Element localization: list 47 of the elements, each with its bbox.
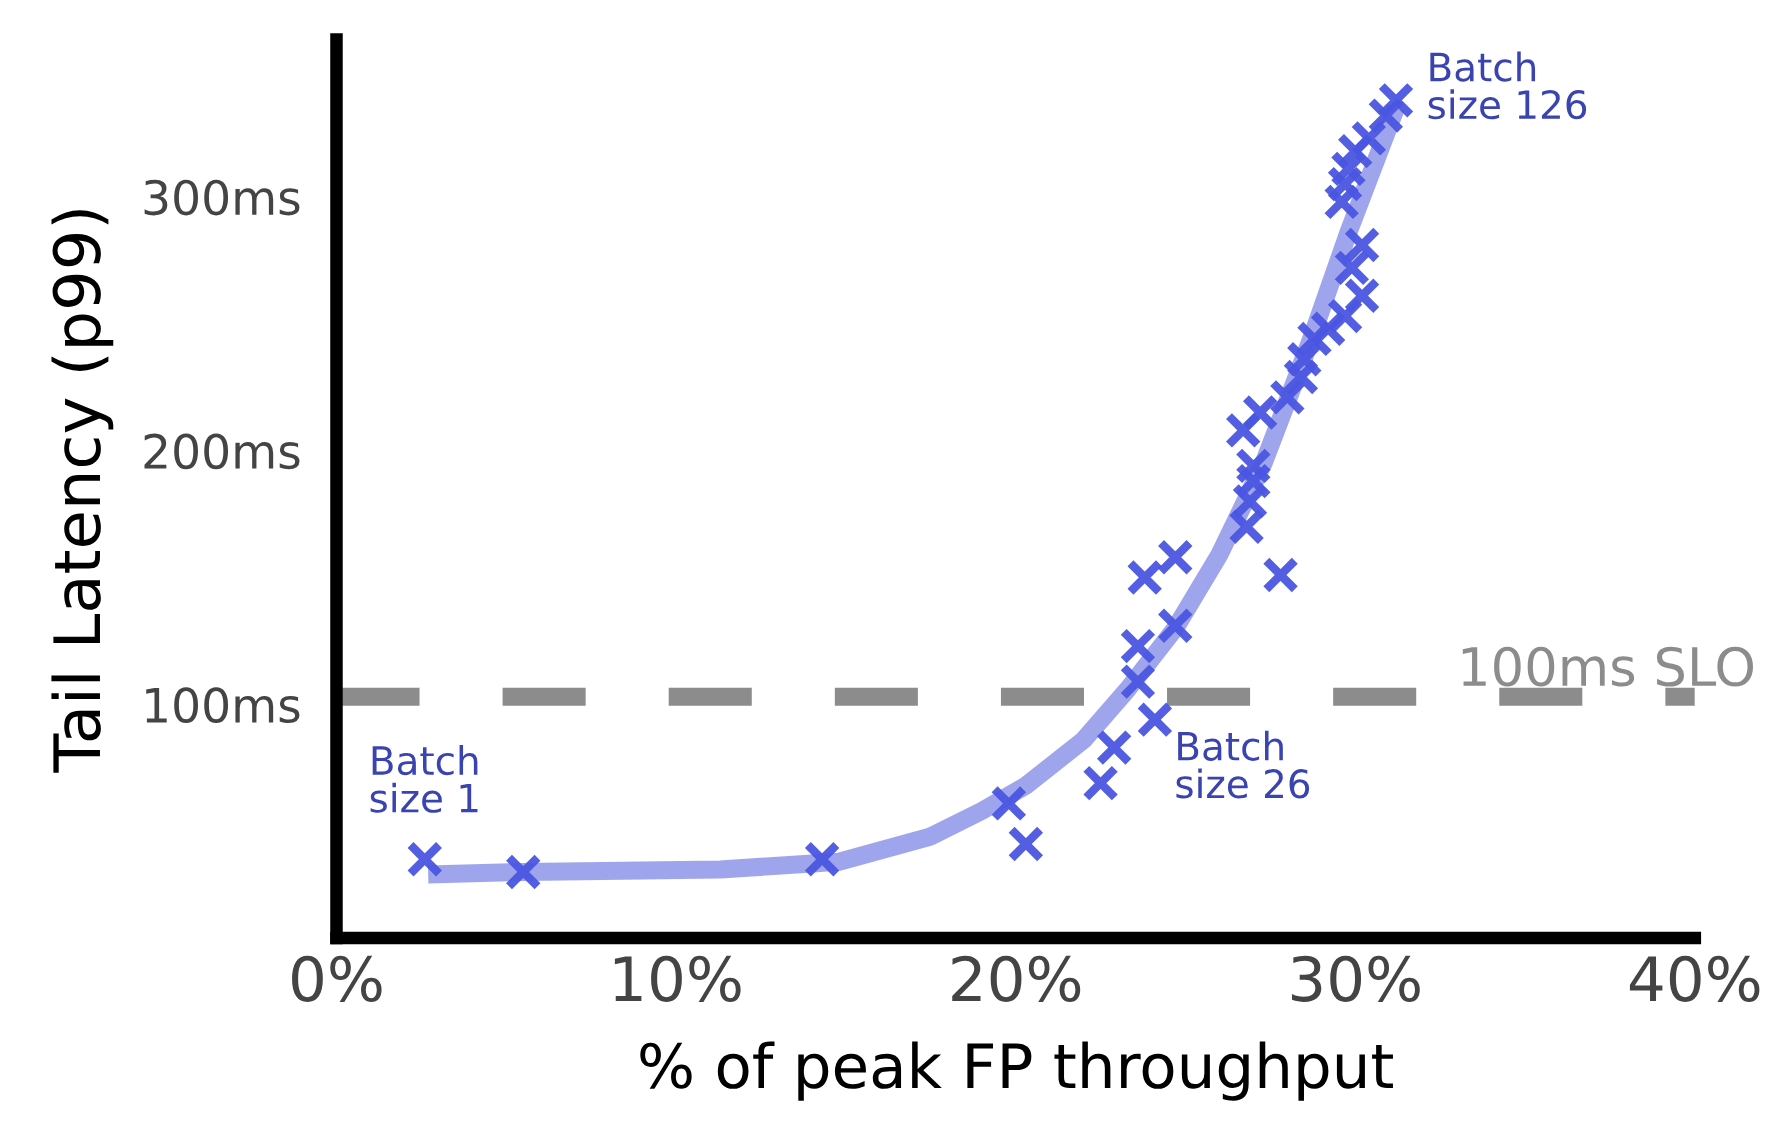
annotation: Batch size 26 [1176, 730, 1310, 799]
x-tick-label: 30% [1292, 955, 1420, 1002]
point [1333, 249, 1371, 287]
point [1234, 447, 1272, 485]
point [406, 840, 444, 878]
point [1367, 97, 1405, 134]
y-axis-title: Tail Latency (p99) [51, 210, 114, 773]
ref-line-label: 100ms SLO [1462, 646, 1753, 687]
point [1326, 297, 1364, 335]
point [1350, 120, 1388, 157]
point [1343, 226, 1381, 264]
point [1007, 825, 1045, 863]
point [1241, 394, 1279, 431]
point [1095, 729, 1133, 766]
point [1309, 310, 1347, 348]
point [1268, 378, 1306, 416]
point [1343, 277, 1381, 315]
point [990, 785, 1028, 822]
y-tick-label: 100ms [146, 687, 300, 724]
point [803, 840, 841, 878]
point [1330, 150, 1367, 188]
x-tick-label: 40% [1629, 955, 1760, 1002]
annotation: Batch size 1 [370, 745, 478, 813]
y-tick-label: 200ms [144, 433, 300, 470]
point [1326, 165, 1364, 203]
point [1262, 556, 1299, 594]
y-tick-label: 300ms [144, 179, 300, 216]
point [1119, 663, 1157, 700]
x-tick-label: 10% [614, 955, 741, 1002]
point [1119, 627, 1157, 665]
annotation: Batch size 126 [1428, 51, 1587, 120]
point [1234, 462, 1272, 500]
point [1377, 81, 1415, 119]
point [1156, 538, 1194, 576]
point [1224, 411, 1262, 449]
point [1323, 183, 1361, 221]
point [1136, 701, 1174, 739]
x-axis-title: % of peak FP throughput [640, 1041, 1393, 1101]
point [1231, 482, 1269, 520]
point [1126, 559, 1164, 596]
point [1282, 358, 1320, 396]
point [1228, 508, 1265, 546]
point [1082, 764, 1119, 802]
point [1336, 132, 1374, 170]
x-tick-label: 0% [292, 955, 382, 1002]
point [1285, 340, 1323, 378]
x-tick-label: 20% [952, 955, 1081, 1002]
